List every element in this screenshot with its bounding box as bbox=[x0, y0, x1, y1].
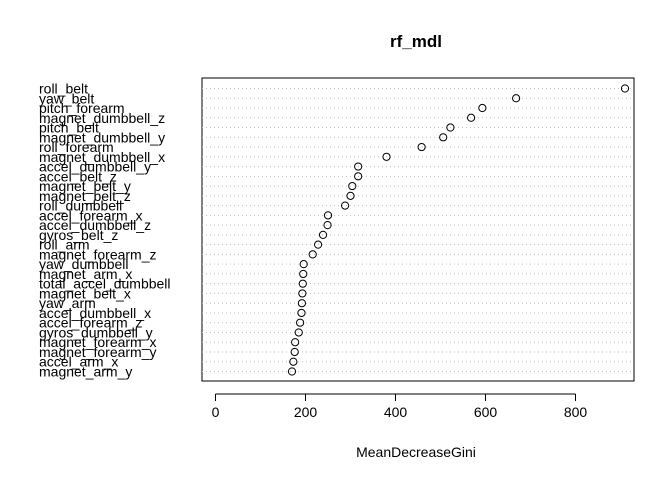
data-point bbox=[512, 94, 521, 103]
data-point bbox=[291, 338, 300, 347]
data-point bbox=[297, 308, 306, 318]
data-point bbox=[297, 299, 306, 308]
data-point bbox=[354, 172, 363, 181]
data-point bbox=[346, 191, 355, 200]
row-label: accel_dumbbell_z bbox=[39, 217, 151, 233]
data-point bbox=[382, 152, 391, 161]
data-point bbox=[308, 250, 317, 259]
data-point bbox=[298, 289, 307, 298]
row-label: pitch_forearm bbox=[39, 100, 125, 116]
row-label: magnet_dumbbell_y bbox=[39, 129, 165, 145]
data-point bbox=[439, 133, 448, 142]
data-point bbox=[314, 240, 323, 249]
row-label: yaw_belt bbox=[39, 90, 94, 106]
data-point bbox=[318, 230, 328, 239]
row-label: accel_dumbbell_x bbox=[39, 305, 151, 321]
row-label: magnet_forearm_y bbox=[39, 344, 157, 360]
data-point bbox=[298, 279, 307, 288]
row-label: accel_forearm_z bbox=[39, 315, 143, 331]
row-label: magnet_belt_x bbox=[39, 285, 131, 301]
data-point bbox=[417, 142, 426, 152]
x-axis-title: MeanDecreaseGini bbox=[356, 444, 476, 460]
row-label: accel_arm_x bbox=[39, 354, 118, 370]
data-point bbox=[296, 318, 305, 327]
row-label: gyros_belt_z bbox=[39, 227, 118, 243]
row-label: magnet_arm_x bbox=[39, 266, 132, 282]
row-label: yaw_dumbbell bbox=[39, 256, 129, 272]
chart-title: rf_mdl bbox=[390, 32, 442, 51]
x-tick-label: 800 bbox=[564, 404, 588, 420]
row-label: roll_forearm bbox=[39, 139, 114, 155]
row-label: magnet_dumbbell_z bbox=[39, 110, 165, 126]
data-point bbox=[287, 367, 297, 376]
row-label: magnet_belt_z bbox=[39, 188, 131, 204]
row-label: magnet_arm_y bbox=[39, 364, 132, 380]
row-label: accel_belt_z bbox=[39, 168, 117, 184]
row-label: gyros_dumbbell_y bbox=[39, 324, 153, 340]
row-label: pitch_belt bbox=[39, 120, 99, 136]
plot-frame bbox=[201, 77, 635, 382]
data-point bbox=[620, 84, 630, 93]
x-tick-label: 0 bbox=[212, 404, 220, 420]
data-point bbox=[323, 211, 333, 220]
row-label: accel_dumbbell_y bbox=[39, 159, 151, 175]
row-label: yaw_arm bbox=[39, 295, 96, 311]
data-points bbox=[287, 84, 630, 376]
data-point bbox=[446, 123, 455, 132]
data-point bbox=[467, 113, 476, 122]
data-point bbox=[294, 328, 303, 337]
x-tick-label: 200 bbox=[294, 404, 318, 420]
row-label: magnet_belt_y bbox=[39, 178, 131, 194]
row-label: accel_forearm_x bbox=[39, 207, 143, 223]
data-point bbox=[299, 260, 308, 269]
row-label: magnet_dumbbell_x bbox=[39, 149, 165, 165]
grid-lines bbox=[202, 88, 634, 372]
x-tick-label: 400 bbox=[384, 404, 408, 420]
data-point bbox=[323, 221, 332, 230]
data-point bbox=[289, 357, 298, 366]
row-labels: roll_beltyaw_beltpitch_forearmmagnet_dum… bbox=[39, 81, 171, 380]
x-axis: 0 200 400 600 800 bbox=[212, 393, 588, 420]
data-point bbox=[348, 181, 357, 191]
row-label: magnet_forearm_x bbox=[39, 334, 157, 350]
data-point bbox=[341, 201, 350, 210]
row-label: roll_belt bbox=[39, 81, 88, 97]
row-label: total_accel_dumbbell bbox=[39, 276, 171, 292]
data-point bbox=[354, 162, 363, 171]
data-point bbox=[290, 347, 299, 357]
data-point bbox=[478, 103, 487, 113]
data-point bbox=[299, 269, 308, 279]
x-tick-label: 600 bbox=[474, 404, 498, 420]
row-label: magnet_forearm_z bbox=[39, 246, 157, 262]
row-label: roll_arm bbox=[39, 237, 90, 253]
row-label: roll_dumbbell bbox=[39, 198, 122, 214]
